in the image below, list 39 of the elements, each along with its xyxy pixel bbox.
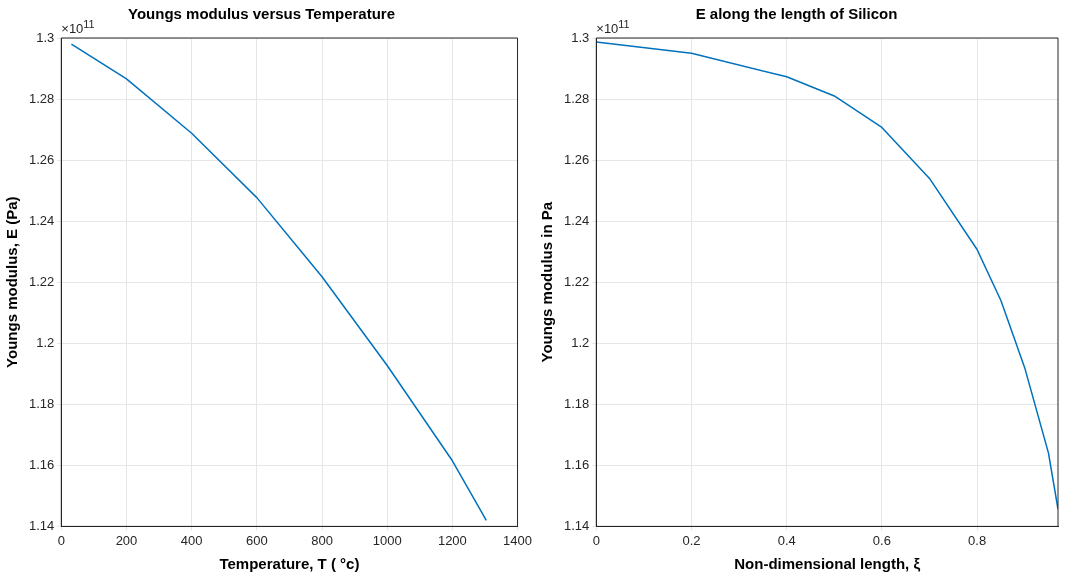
x-tick-label: 600 [245, 532, 268, 548]
x-tick-label: 0.4 [777, 532, 796, 548]
x-tick-label: 200 [115, 532, 138, 548]
y-tick-label: 1.26 [28, 151, 55, 167]
y-tick-label: 1.28 [563, 90, 590, 106]
y-tick-label: 1.14 [563, 517, 590, 533]
x-tick-label: 1200 [437, 532, 467, 548]
y-tick-label: 1.22 [563, 273, 590, 289]
y-tick-label: 1.28 [28, 90, 55, 106]
x-tick-label: 0.6 [872, 532, 891, 548]
x-tick-label: 1400 [503, 532, 532, 548]
text: ×10$^{11}$ [61, 18, 95, 37]
y-tick-label: 1.14 [28, 517, 55, 533]
y-tick-label: 1.18 [28, 395, 55, 411]
x-tick-label: 0 [57, 532, 65, 548]
y-tick-label: 1.2 [571, 334, 590, 350]
x-tick-label: 400 [180, 532, 203, 548]
y-tick-label: 1.18 [563, 395, 590, 411]
chart-title: Youngs modulus versus Temperature [127, 5, 396, 23]
y-tick-label: 1.26 [563, 151, 590, 167]
y-tick-label: 1.3 [36, 29, 55, 45]
y-axis-title: Youngs modulus in Pa [538, 201, 556, 363]
y-tick-label: 1.16 [563, 456, 590, 472]
x-axis-title: Temperature, T ( °c) [219, 555, 360, 573]
y-tick-label: 1.16 [28, 456, 55, 472]
y-tick-label: 1.24 [563, 212, 590, 228]
x-tick-label: 0.8 [968, 532, 987, 548]
x-tick-label: 1000 [372, 532, 402, 548]
y-tick-label: 1.2 [36, 334, 55, 350]
y-tick-label: 1.24 [28, 212, 55, 228]
chart-title: E along the length of Silicon [695, 5, 898, 23]
x-axis-title: Non-dimensional length, ξ [734, 555, 921, 573]
y-axis-title: Youngs modulus, E (Pa) [3, 196, 21, 368]
text: ×10$^{11}$ [596, 18, 630, 37]
y-tick-label: 1.22 [28, 273, 55, 289]
x-tick-label: 800 [311, 532, 333, 548]
x-tick-label: 0 [592, 532, 600, 548]
x-tick-label: 0.2 [682, 532, 701, 548]
y-tick-label: 1.3 [571, 29, 590, 45]
